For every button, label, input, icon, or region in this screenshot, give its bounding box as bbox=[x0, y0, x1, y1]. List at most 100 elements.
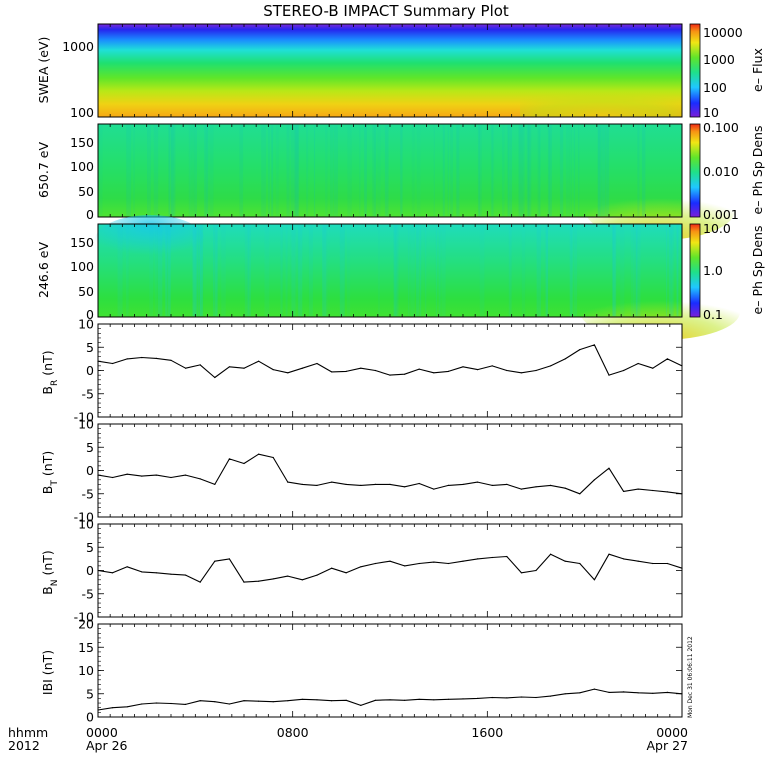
br-frame bbox=[97, 323, 683, 418]
bt-point-30 bbox=[535, 486, 537, 488]
pad650-streak-61 bbox=[147, 125, 151, 216]
bn-point-28 bbox=[506, 555, 508, 558]
swea-colorbar-label: e– Flux bbox=[750, 48, 765, 92]
pad650-streak-25 bbox=[372, 125, 376, 216]
pad650-streak-0 bbox=[171, 125, 176, 216]
bn-point-40 bbox=[681, 567, 683, 569]
bmag-point-37 bbox=[637, 692, 639, 694]
bmag-ylabel: IBI (nT) bbox=[40, 650, 55, 695]
br-point-12 bbox=[272, 369, 274, 371]
br-point-27 bbox=[491, 365, 493, 367]
swea-colorbar bbox=[689, 23, 701, 118]
bt-point-15 bbox=[316, 484, 318, 486]
bmag-point-25 bbox=[462, 698, 464, 700]
bn-point-22 bbox=[418, 562, 420, 565]
time-tick-label-1: 0800 bbox=[277, 725, 309, 740]
pad246-streak-17 bbox=[630, 225, 634, 316]
br-point-10 bbox=[243, 367, 245, 369]
br-point-4 bbox=[155, 357, 157, 359]
bt-point-2 bbox=[126, 473, 128, 475]
pad246-colorbar bbox=[689, 223, 701, 318]
bt-point-26 bbox=[477, 481, 479, 483]
bn-point-2 bbox=[126, 566, 128, 568]
bmag-point-8 bbox=[214, 701, 216, 703]
pad650-streak-19 bbox=[239, 125, 244, 216]
bn-point-37 bbox=[637, 560, 639, 562]
pad246-streak-67 bbox=[298, 225, 303, 316]
pad246-streak-58 bbox=[157, 225, 163, 316]
pad246-streak-9 bbox=[424, 225, 427, 316]
pad650-streak-37 bbox=[491, 125, 495, 216]
pad650-streak-22 bbox=[384, 125, 389, 216]
pad246-ytick-0: 0 bbox=[86, 307, 94, 322]
bmag-point-1 bbox=[112, 707, 114, 709]
br-point-29 bbox=[520, 372, 523, 374]
pad650-streak-8 bbox=[477, 125, 482, 216]
swea-warm-band bbox=[520, 80, 682, 117]
bmag-point-33 bbox=[579, 692, 581, 694]
pad246-cbtick-0.1: 0.1 bbox=[703, 307, 723, 322]
bn-ylabel-unit: (nT) bbox=[40, 550, 55, 575]
bn-point-6 bbox=[185, 574, 187, 576]
bmag-point-18 bbox=[360, 704, 362, 707]
bn-point-33 bbox=[579, 562, 581, 565]
pad650-streak-24 bbox=[637, 125, 640, 216]
br-point-20 bbox=[389, 374, 391, 376]
bt-point-19 bbox=[374, 483, 376, 485]
pad650-cbtick-0.001: 0.001 bbox=[703, 207, 739, 222]
pad246-streak-42 bbox=[546, 225, 548, 316]
pad246-streak-28 bbox=[213, 225, 215, 316]
pad650-streak-58 bbox=[597, 125, 601, 216]
bt-ytick-label-1: 5 bbox=[86, 440, 94, 455]
pad246-streak-50 bbox=[395, 225, 399, 316]
pad650-streak-32 bbox=[295, 125, 300, 216]
br-point-31 bbox=[550, 365, 552, 367]
pad246-streak-4 bbox=[665, 225, 668, 316]
bn-point-0 bbox=[97, 569, 99, 572]
br-point-15 bbox=[316, 362, 318, 365]
pad246-streak-14 bbox=[393, 225, 396, 316]
pad650-streak-10 bbox=[313, 125, 316, 216]
bn-ytick-label-0: 10 bbox=[78, 517, 94, 532]
bt-point-34 bbox=[593, 479, 596, 481]
pad246-streak-21 bbox=[214, 225, 218, 316]
pad246-streak-57 bbox=[167, 225, 171, 316]
pad246-streak-5 bbox=[192, 225, 196, 316]
bt-point-0 bbox=[97, 474, 99, 476]
pad246-streak-37 bbox=[280, 225, 283, 316]
br-point-26 bbox=[477, 369, 479, 371]
br-point-13 bbox=[287, 372, 289, 374]
bt-ylabel-main: B bbox=[40, 486, 55, 495]
pad246-streak-2 bbox=[198, 225, 203, 316]
swea-ytick-1000: 1000 bbox=[62, 39, 94, 54]
pad246-ytick-100: 100 bbox=[70, 259, 94, 274]
br-ytick-label-3: -5 bbox=[82, 386, 94, 401]
pad246-ticks bbox=[97, 224, 683, 317]
pad246-streak-26 bbox=[394, 225, 397, 316]
pad246-streak-31 bbox=[247, 225, 251, 316]
pad246-streak-6 bbox=[155, 225, 158, 316]
bn-ytick-label-3: -5 bbox=[82, 586, 94, 601]
bn-point-38 bbox=[652, 562, 654, 565]
bn-point-32 bbox=[564, 560, 566, 562]
pad246-ytick-50: 50 bbox=[78, 284, 94, 299]
bt-point-22 bbox=[418, 482, 420, 485]
pad246-streak-61 bbox=[508, 225, 512, 316]
pad650-streak-5 bbox=[518, 125, 524, 216]
br-point-11 bbox=[258, 360, 260, 362]
br-point-2 bbox=[126, 358, 128, 360]
bn-point-25 bbox=[462, 560, 464, 562]
bn-ylabel-sub: N bbox=[50, 580, 60, 587]
bmag-point-39 bbox=[666, 691, 669, 694]
time-axis-label-hhmm: hhmm bbox=[8, 725, 48, 740]
pad650-streak-13 bbox=[641, 125, 646, 216]
pad246-streak-48 bbox=[635, 225, 638, 316]
swea-ylabel: SWEA (eV) bbox=[36, 37, 51, 104]
bt-point-38 bbox=[652, 489, 654, 492]
pad650-streak-39 bbox=[168, 125, 170, 216]
br-point-17 bbox=[345, 370, 347, 372]
pad246-streak-16 bbox=[244, 225, 249, 316]
bt-point-28 bbox=[506, 483, 508, 485]
pad650-streak-9 bbox=[364, 125, 367, 216]
bn-point-11 bbox=[258, 580, 260, 582]
